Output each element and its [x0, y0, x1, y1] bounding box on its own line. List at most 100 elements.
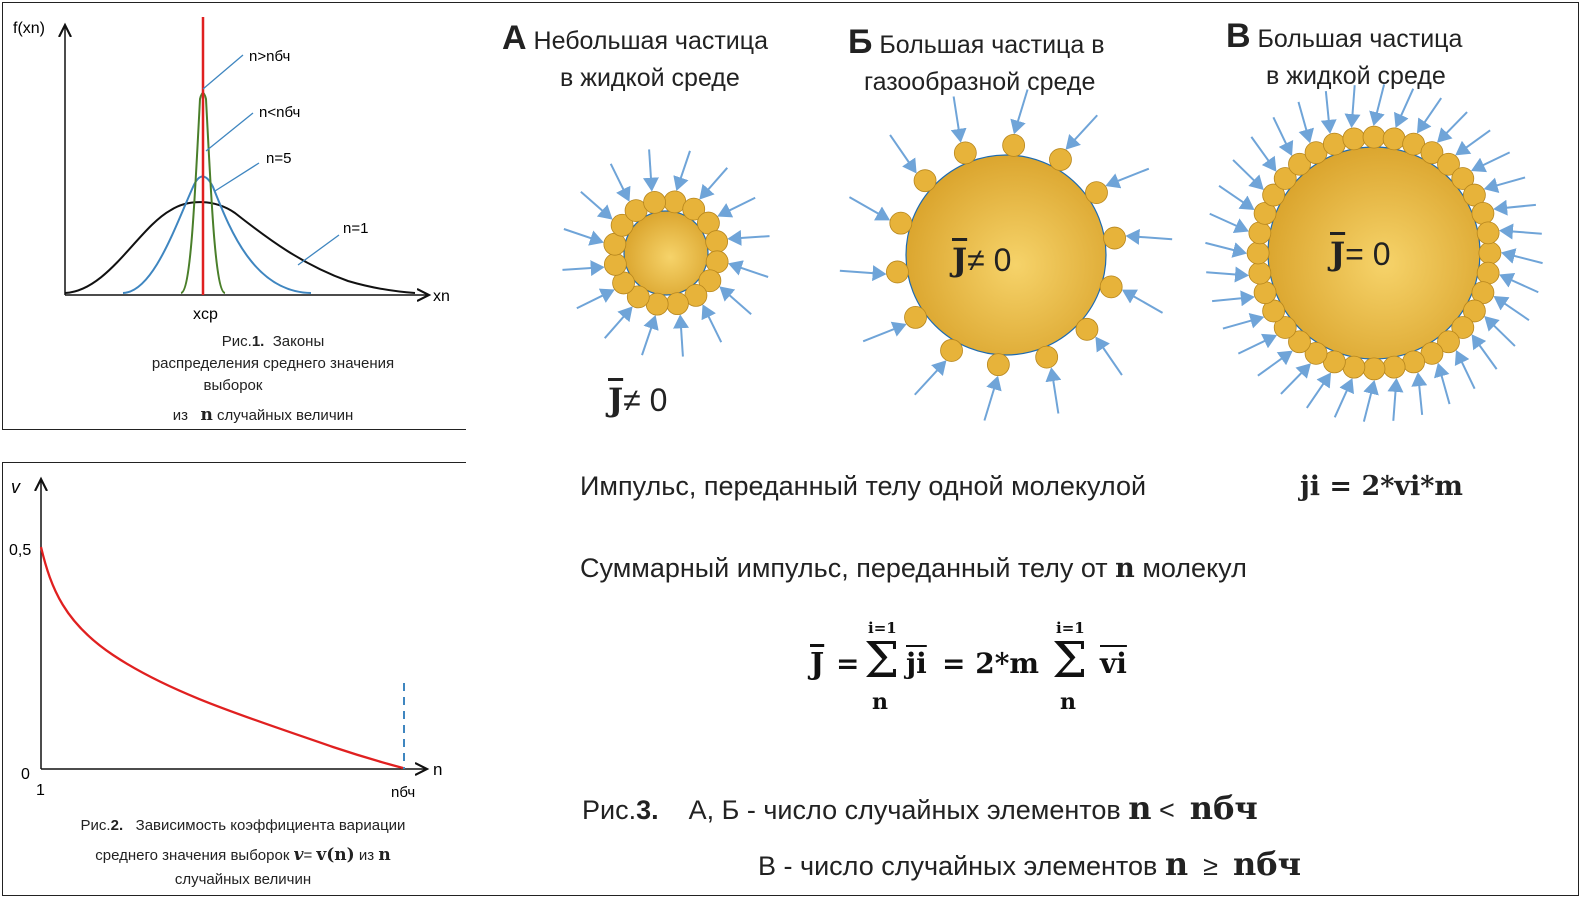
particle-A-arrow — [673, 150, 691, 191]
particle-V-molecule — [1462, 299, 1486, 323]
particle-V-arrow — [1250, 136, 1277, 172]
impulse2-text-c: молекул — [1142, 553, 1247, 583]
particle-V-arrow — [1483, 176, 1526, 194]
fig1-x-mark-label: xcp — [193, 306, 218, 323]
particle-A-arrow — [580, 190, 613, 220]
particle-V-molecule — [1362, 357, 1386, 381]
fig1-caption-iz: из — [172, 407, 188, 424]
formula-A-rest: ≠ 0 — [623, 382, 668, 418]
particle-B-arrow — [889, 134, 917, 174]
formula-V-rest: = 0 — [1345, 236, 1391, 272]
fig1-label-n5: n=5 — [266, 150, 291, 167]
particle-V-molecule — [1342, 355, 1366, 379]
particle-V-arrow — [1454, 349, 1476, 390]
particle-A-molecule — [698, 269, 722, 293]
particle-V-arrow — [1416, 97, 1443, 134]
particle-V-molecule — [1382, 355, 1406, 379]
fig1-x-axis-label: xn — [433, 288, 450, 305]
fig3-caption-lt: < — [1159, 795, 1175, 825]
fig1-caption-text1: Законы — [272, 333, 325, 350]
particle-V-arrow — [1433, 362, 1451, 405]
particle-A-arrow — [603, 306, 633, 339]
particle-B-molecule — [1075, 317, 1099, 341]
particle-A-arrow — [717, 196, 756, 218]
particle-V-arrow — [1305, 372, 1332, 409]
particle-B-molecule — [913, 169, 937, 193]
particle-V-group — [1205, 84, 1543, 422]
particle-A-arrow — [727, 229, 770, 246]
particle-A-arrow — [641, 315, 659, 356]
particle-V-arrow — [1209, 212, 1249, 233]
particle-B-molecule — [986, 353, 1010, 377]
particle-V-arrow — [1320, 91, 1337, 134]
label-V-letter: В — [1226, 17, 1251, 55]
fig1-label-n-less: n<nбч — [259, 104, 300, 121]
sum-bottom1: n — [872, 689, 888, 715]
sum-term1: ji — [906, 647, 927, 680]
fig1-caption-num: 1. — [251, 333, 265, 350]
particle-A-arrow — [562, 260, 605, 277]
fig3-caption-nbch1: nбч — [1189, 789, 1258, 827]
fig2-y-tick-05: 0,5 — [9, 542, 31, 559]
particle-V-molecule — [1262, 183, 1286, 207]
particle-V-arrow — [1297, 101, 1315, 144]
particle-V-molecule — [1478, 241, 1502, 265]
particle-A-molecule — [626, 285, 650, 309]
fig2-curve — [39, 546, 404, 770]
particle-B-arrow — [1125, 228, 1173, 245]
particle-V-molecule — [1248, 221, 1272, 245]
particle-V-arrow — [1237, 333, 1278, 355]
fig1-caption-line3: выборок — [203, 377, 263, 394]
particle-B-molecule — [889, 211, 913, 235]
particle-V-arrow — [1411, 372, 1428, 415]
particle-V-molecule — [1437, 330, 1460, 354]
particle-V-molecule — [1342, 127, 1366, 151]
fig1-caption-line1: Рис.1. Законы — [123, 333, 423, 350]
sum-sigma2: Σ — [1052, 631, 1088, 689]
formula-A: J≠ 0 — [608, 381, 667, 419]
particle-V-arrow — [1272, 116, 1294, 157]
sum-eq1: = — [836, 647, 860, 680]
fig3-caption-line2: В - число случайных элементов n ≥ nбч — [758, 845, 1301, 883]
particle-B-molecule — [940, 339, 963, 362]
fig1-y-axis-label: f(xn) — [13, 20, 45, 37]
impulse1-text: Импульс, переданный телу одной молекулой — [580, 471, 1147, 501]
particle-V-arrow — [1471, 334, 1498, 370]
fig1-label-n-greater: n>nбч — [249, 48, 290, 65]
particle-V-arrow — [1205, 241, 1248, 258]
fig2-caption-v: v — [293, 845, 304, 865]
fig1-plot: f(xn) xn xcp n>nбч n<nбч n=5 n=1 — [13, 17, 450, 323]
particle-B-arrow — [1010, 89, 1029, 135]
sum-lhs: J — [810, 647, 825, 682]
particle-V-arrow — [1394, 88, 1415, 128]
particle-V-molecule — [1322, 132, 1346, 156]
particle-A-molecule — [643, 190, 666, 214]
particle-A-molecule — [666, 292, 689, 316]
particle-B-molecule — [1035, 345, 1059, 369]
label-V: В Большая частица — [1226, 19, 1462, 56]
formula-V: J= 0 — [1330, 235, 1391, 273]
particle-V-arrow — [1387, 377, 1404, 421]
particle-V-arrow — [1257, 350, 1293, 377]
sum-sigma1: Σ — [864, 631, 900, 689]
fig2-y-axis-label: v — [11, 477, 21, 497]
particle-A-arrow — [719, 286, 752, 316]
fig3-caption-nbch2: nбч — [1232, 845, 1302, 883]
fig2-x-axis-label: n — [433, 760, 442, 779]
particle-B-arrow — [862, 321, 907, 343]
particle-B-arrow — [839, 265, 887, 282]
label-V-line1: Большая частица — [1257, 25, 1463, 53]
particle-V-arrow — [1484, 316, 1516, 347]
fig2-caption-line3: случайных величин — [174, 871, 312, 888]
particle-V-molecule — [1288, 330, 1311, 354]
particle-A-molecule — [682, 197, 706, 221]
fig1-label-n1: n=1 — [343, 220, 368, 237]
label-A-line2: в жидкой среде — [560, 64, 740, 92]
particle-B-molecule — [953, 141, 977, 165]
particle-B-arrow — [1095, 336, 1123, 376]
fig2-caption-prefix: Рис. — [80, 817, 111, 834]
particle-V-arrow — [1437, 111, 1468, 143]
sum-top1: i=1 — [868, 619, 897, 637]
particle-A-arrow — [609, 163, 631, 202]
fig1-caption-rest: случайных величин — [217, 407, 354, 424]
